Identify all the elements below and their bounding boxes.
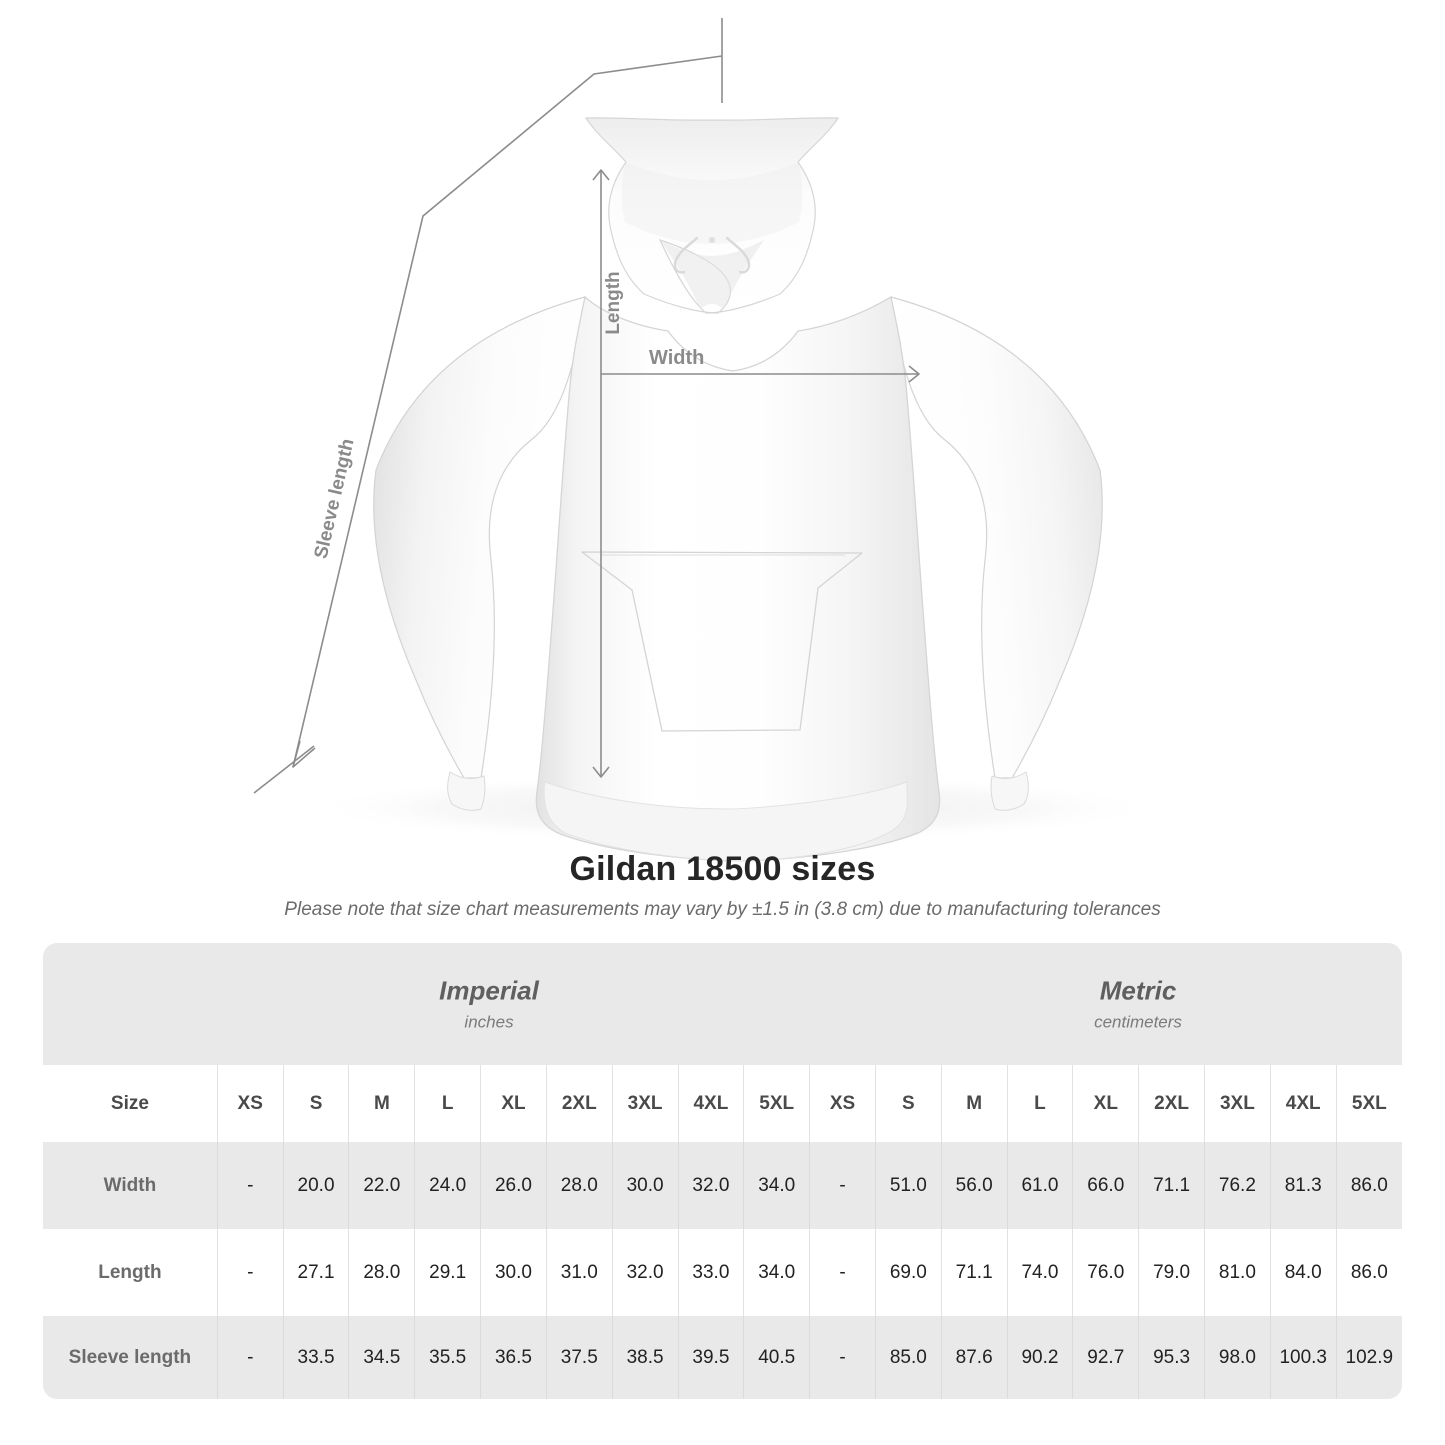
svg-text:Sleeve length: Sleeve length [311, 437, 359, 561]
svg-text:Length: Length [603, 271, 624, 334]
svg-text:Width: Width [649, 347, 704, 369]
